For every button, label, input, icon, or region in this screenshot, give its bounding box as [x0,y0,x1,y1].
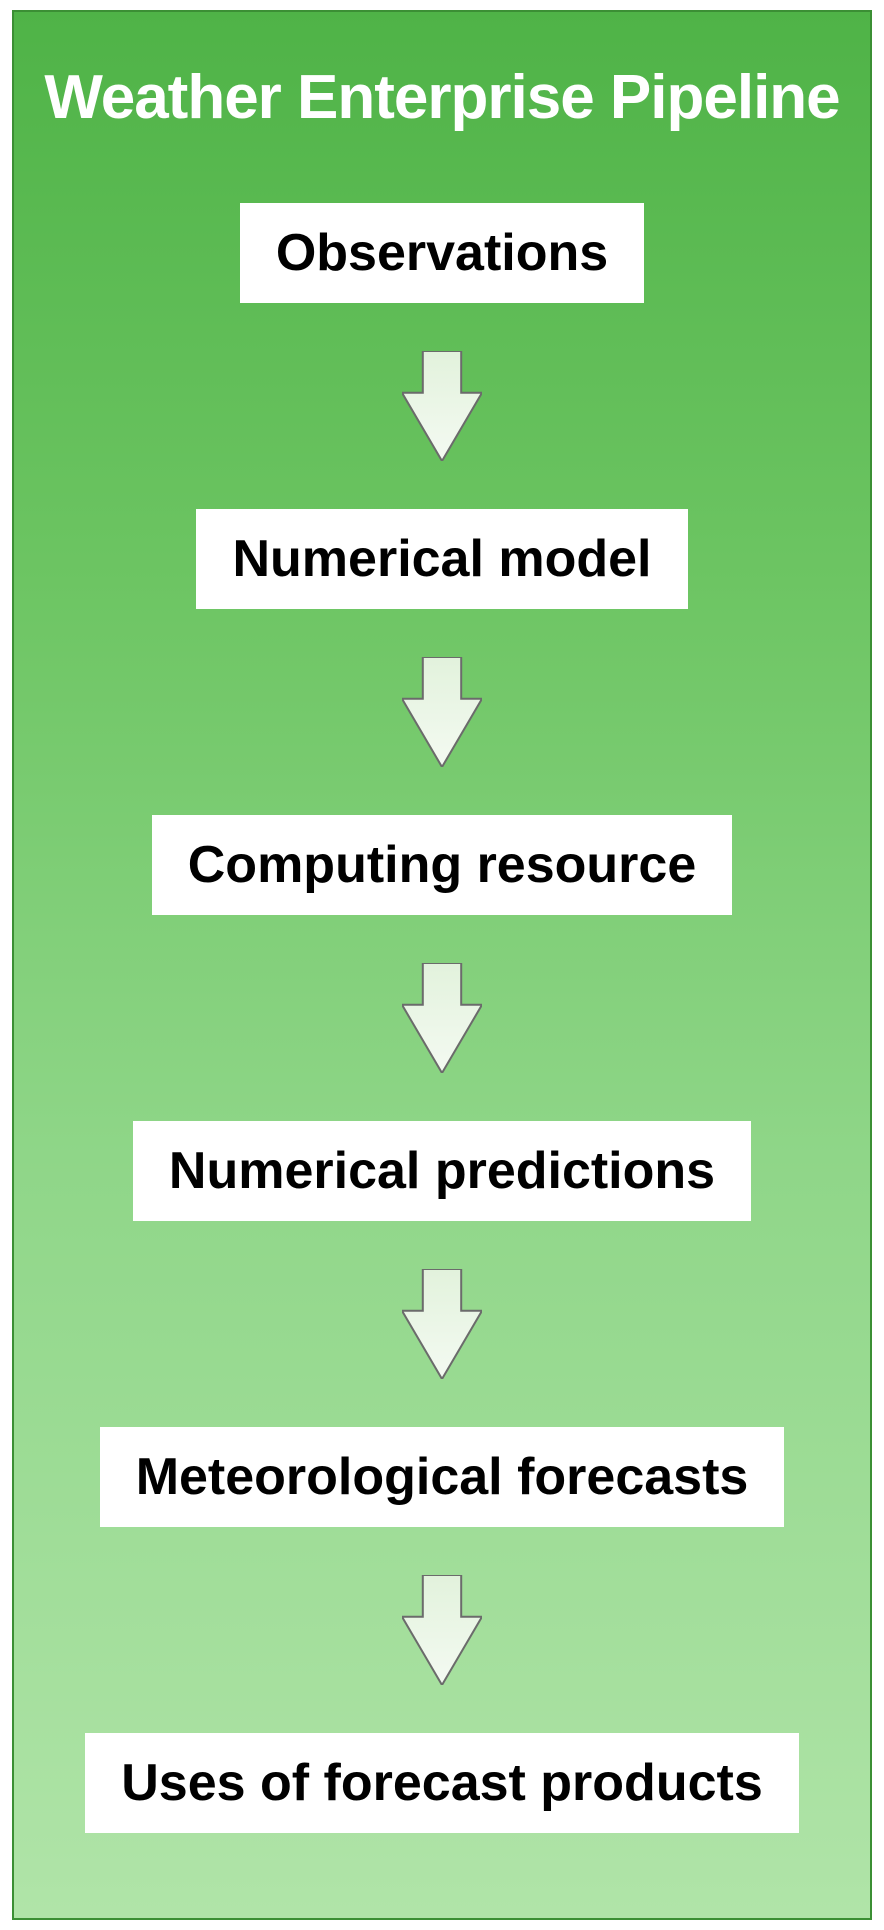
diagram-title: Weather Enterprise Pipeline [44,62,839,133]
flow-node: Numerical predictions [133,1121,751,1221]
arrow-down-icon [402,1269,482,1379]
arrow-down-icon [402,1575,482,1685]
diagram-container: Weather Enterprise Pipeline Observations… [12,10,872,1920]
flow-node: Meteorological forecasts [100,1427,785,1527]
flow-node: Computing resource [152,815,733,915]
flowchart: Observations Numerical model Computing r… [14,203,870,1833]
flow-node: Numerical model [196,509,687,609]
flow-node: Uses of forecast products [85,1733,799,1833]
flow-node: Observations [240,203,644,303]
arrow-down-icon [402,657,482,767]
arrow-down-icon [402,351,482,461]
arrow-down-icon [402,963,482,1073]
